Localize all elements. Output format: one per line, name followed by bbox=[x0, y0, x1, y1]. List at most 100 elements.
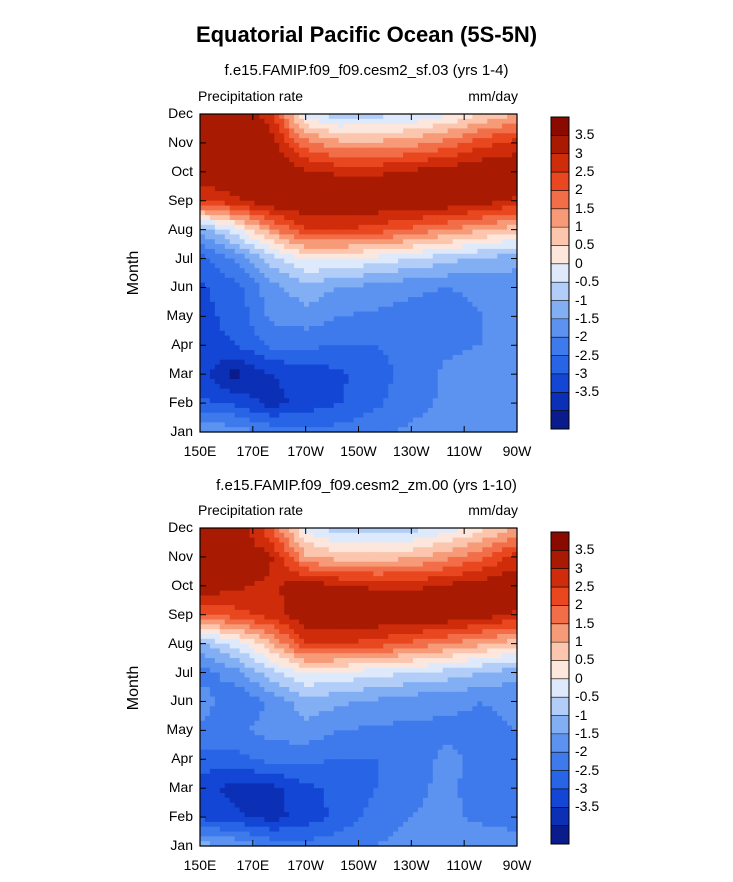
heatmap-cell bbox=[398, 239, 404, 245]
heatmap-cell bbox=[442, 268, 449, 274]
heatmap-cell bbox=[358, 532, 365, 539]
heatmap-cell bbox=[398, 176, 404, 183]
heatmap-cell bbox=[363, 128, 369, 134]
heatmap-cell bbox=[333, 220, 340, 226]
heatmap-cell bbox=[487, 258, 493, 264]
heatmap-cell bbox=[403, 542, 409, 548]
heatmap-cell bbox=[393, 532, 399, 539]
heatmap-cell bbox=[447, 292, 454, 298]
heatmap-cell bbox=[289, 263, 295, 269]
heatmap-cell bbox=[224, 561, 231, 568]
heatmap-cell bbox=[323, 571, 330, 577]
heatmap-cell bbox=[497, 292, 503, 298]
heatmap-cell bbox=[487, 282, 493, 289]
heatmap-cell bbox=[442, 273, 449, 279]
heatmap-cell bbox=[457, 195, 464, 202]
heatmap-cell bbox=[269, 297, 275, 303]
heatmap-cell bbox=[269, 537, 275, 544]
heatmap-cell bbox=[477, 128, 483, 134]
heatmap-cell bbox=[284, 138, 290, 144]
heatmap-cell bbox=[348, 282, 355, 289]
heatmap-cell bbox=[229, 191, 236, 197]
heatmap-cell bbox=[363, 118, 369, 125]
heatmap-cell bbox=[308, 123, 315, 130]
heatmap-cell bbox=[442, 229, 449, 236]
heatmap-cell bbox=[398, 537, 404, 544]
heatmap-cell bbox=[304, 552, 310, 558]
heatmap-cell bbox=[224, 268, 231, 274]
heatmap-cell bbox=[383, 195, 389, 202]
heatmap-cell bbox=[467, 287, 474, 293]
heatmap-cell bbox=[417, 566, 424, 572]
heatmap-cell bbox=[442, 253, 449, 260]
heatmap-cell bbox=[427, 282, 434, 289]
heatmap-cell bbox=[487, 248, 493, 255]
heatmap-cell bbox=[432, 152, 439, 158]
heatmap-cell bbox=[294, 220, 300, 226]
heatmap-cell bbox=[378, 181, 384, 187]
heatmap-cell bbox=[363, 547, 369, 553]
heatmap-cell bbox=[512, 118, 518, 125]
heatmap-cell bbox=[467, 215, 474, 221]
heatmap-cell bbox=[209, 191, 216, 197]
heatmap-cell bbox=[497, 556, 503, 563]
heatmap-cell bbox=[348, 152, 355, 158]
heatmap-cell bbox=[279, 128, 285, 134]
heatmap-cell bbox=[422, 138, 429, 144]
heatmap-cell bbox=[348, 528, 355, 534]
heatmap-cell bbox=[368, 152, 374, 158]
heatmap-cell bbox=[219, 263, 226, 269]
heatmap-cell bbox=[353, 215, 360, 221]
heatmap-cell bbox=[214, 138, 221, 144]
heatmap-cell bbox=[467, 147, 474, 154]
heatmap-cell bbox=[467, 556, 474, 563]
heatmap-cell bbox=[363, 268, 369, 274]
heatmap-cell bbox=[289, 566, 295, 572]
heatmap-cell bbox=[204, 537, 211, 544]
heatmap-cell bbox=[214, 142, 221, 149]
heatmap-cell bbox=[294, 186, 300, 192]
heatmap-cell bbox=[492, 142, 498, 149]
heatmap-cell bbox=[363, 542, 369, 548]
heatmap-cell bbox=[432, 123, 439, 130]
heatmap-cell bbox=[249, 118, 256, 125]
heatmap-cell bbox=[269, 142, 275, 149]
heatmap-cell bbox=[358, 292, 365, 298]
heatmap-cell bbox=[219, 215, 226, 221]
heatmap-cell bbox=[422, 118, 429, 125]
heatmap-cell bbox=[487, 128, 493, 134]
heatmap-cell bbox=[427, 273, 434, 279]
heatmap-cell bbox=[393, 576, 399, 582]
heatmap-cell bbox=[373, 277, 379, 284]
heatmap-cell bbox=[269, 268, 275, 274]
heatmap-cell bbox=[408, 181, 414, 187]
heatmap-cell bbox=[452, 537, 459, 544]
heatmap-cell bbox=[313, 239, 320, 245]
heatmap-cell bbox=[333, 191, 340, 197]
heatmap-cell bbox=[204, 239, 211, 245]
heatmap-cell bbox=[403, 123, 409, 130]
heatmap-cell bbox=[219, 167, 226, 173]
heatmap-cell bbox=[249, 167, 256, 173]
heatmap-cell bbox=[358, 123, 365, 130]
heatmap-cell bbox=[447, 118, 454, 125]
heatmap-cell bbox=[482, 138, 488, 144]
heatmap-cell bbox=[264, 167, 270, 173]
heatmap-cell bbox=[249, 542, 256, 548]
heatmap-cell bbox=[308, 244, 315, 250]
heatmap-cell bbox=[308, 542, 315, 548]
heatmap-cell bbox=[408, 292, 414, 298]
heatmap-cell bbox=[348, 287, 355, 293]
heatmap-cell bbox=[200, 556, 206, 563]
heatmap-cell bbox=[422, 532, 429, 539]
heatmap-cell bbox=[204, 263, 211, 269]
heatmap-cell bbox=[224, 282, 231, 289]
heatmap-cell bbox=[492, 181, 498, 187]
heatmap-cell bbox=[482, 571, 488, 577]
heatmap-cell bbox=[214, 114, 221, 120]
heatmap-cell bbox=[274, 532, 280, 539]
heatmap-cell bbox=[408, 566, 414, 572]
heatmap-cell bbox=[462, 147, 469, 154]
heatmap-cell bbox=[279, 224, 285, 231]
heatmap-cell bbox=[318, 176, 325, 183]
